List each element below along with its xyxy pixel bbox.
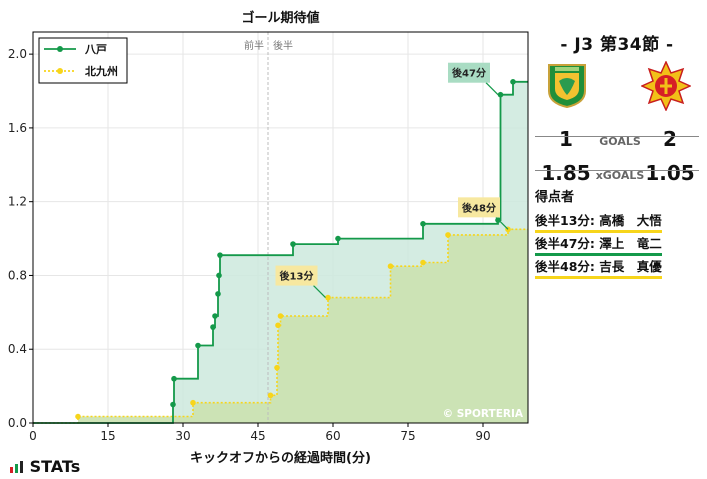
y-tick-label: 0.4 bbox=[8, 342, 27, 356]
data-point bbox=[277, 313, 284, 319]
annotation-pointer bbox=[495, 216, 509, 230]
scorer-label: 後半48分: 吉長 真優 bbox=[535, 256, 662, 279]
y-tick-label: 1.6 bbox=[8, 121, 27, 135]
y-tick-label: 1.2 bbox=[8, 195, 27, 209]
data-point bbox=[217, 252, 223, 258]
match-title: - J3 第34節 - bbox=[560, 35, 674, 55]
data-point bbox=[420, 259, 426, 266]
data-point bbox=[216, 272, 222, 279]
match-panel: - J3 第34節 - 1 GOALS 2 1.85 xGOALS 1.05 得… bbox=[531, 28, 703, 279]
y-tick-label: 2.0 bbox=[8, 47, 27, 61]
data-point bbox=[195, 342, 201, 349]
scorer-item: 後半48分: 吉長 真優 bbox=[535, 256, 662, 279]
annotation-box bbox=[458, 197, 500, 218]
data-point bbox=[510, 78, 516, 85]
annotation-pointer bbox=[313, 285, 326, 299]
annotation-box bbox=[448, 62, 490, 83]
data-point bbox=[274, 364, 280, 371]
data-point bbox=[212, 313, 218, 319]
x-tick-label: 0 bbox=[29, 429, 37, 443]
xg-label: xGOALS bbox=[595, 169, 645, 182]
scorer-item: 後半47分: 澤上 竜二 bbox=[535, 233, 662, 256]
away-score: 2 bbox=[663, 127, 677, 151]
x-tick-label: 15 bbox=[100, 429, 115, 443]
legend-label: 八戸 bbox=[84, 43, 107, 56]
y-tick-label: 0.0 bbox=[8, 416, 27, 430]
data-point bbox=[325, 294, 331, 301]
stats-bars-icon bbox=[10, 461, 23, 473]
xg-row: 1.85 xGOALS 1.05 bbox=[531, 161, 703, 189]
away-xg: 1.05 bbox=[645, 161, 695, 185]
y-tick-label: 0.8 bbox=[8, 268, 27, 282]
annotation-box bbox=[275, 265, 318, 286]
scorer-label: 後半13分: 高橋 大悟 bbox=[535, 210, 662, 233]
x-tick-label: 75 bbox=[400, 429, 415, 443]
legend-label: 北九州 bbox=[85, 64, 118, 78]
data-point bbox=[190, 399, 196, 406]
x-tick-label: 90 bbox=[475, 429, 490, 443]
chart-title: ゴール期待値 bbox=[241, 10, 319, 26]
scorers-title: 得点者 bbox=[535, 190, 575, 205]
data-point bbox=[497, 91, 504, 98]
watermark: © SPORTERIA bbox=[443, 408, 524, 420]
data-point bbox=[170, 401, 176, 408]
data-point bbox=[420, 221, 426, 227]
team-crests bbox=[531, 61, 703, 123]
home-xg: 1.85 bbox=[541, 161, 591, 185]
data-point bbox=[290, 241, 296, 247]
annotation-pointer bbox=[485, 82, 499, 96]
data-point bbox=[215, 291, 221, 297]
data-point bbox=[75, 413, 81, 420]
annotation-label: 後13分 bbox=[280, 270, 314, 283]
home-crest-icon bbox=[548, 64, 586, 109]
legend-marker bbox=[57, 46, 63, 52]
divider bbox=[535, 136, 699, 137]
x-tick-label: 60 bbox=[325, 429, 340, 443]
data-point bbox=[335, 235, 341, 242]
data-point bbox=[275, 322, 281, 329]
legend-box bbox=[38, 37, 128, 84]
divider bbox=[535, 170, 699, 171]
data-point bbox=[171, 375, 177, 382]
goals-label: GOALS bbox=[599, 135, 641, 148]
score-row: 1 GOALS 2 bbox=[531, 127, 703, 155]
stats-logo: STATs bbox=[10, 457, 80, 476]
scorer-item: 後半13分: 高橋 大悟 bbox=[535, 210, 662, 233]
annotation-label: 後47分 bbox=[452, 67, 486, 80]
plot-frame bbox=[32, 31, 529, 424]
legend-marker bbox=[57, 68, 63, 74]
x-axis-label: キックオフからの経過時間(分) bbox=[190, 450, 371, 466]
data-point bbox=[445, 232, 451, 238]
data-point bbox=[210, 324, 216, 330]
x-tick-label: 45 bbox=[250, 429, 265, 443]
annotation-label: 後48分 bbox=[462, 201, 496, 214]
data-point bbox=[267, 392, 274, 399]
scorer-label: 後半47分: 澤上 竜二 bbox=[535, 233, 662, 256]
data-point bbox=[387, 263, 394, 270]
away-crest-icon bbox=[641, 61, 691, 111]
x-tick-label: 30 bbox=[175, 429, 190, 443]
home-score: 1 bbox=[559, 127, 573, 151]
halftime-label-first: 前半 bbox=[244, 39, 264, 52]
halftime-label-second: 後半 bbox=[273, 39, 293, 52]
stats-logo-text: STATs bbox=[29, 457, 81, 476]
